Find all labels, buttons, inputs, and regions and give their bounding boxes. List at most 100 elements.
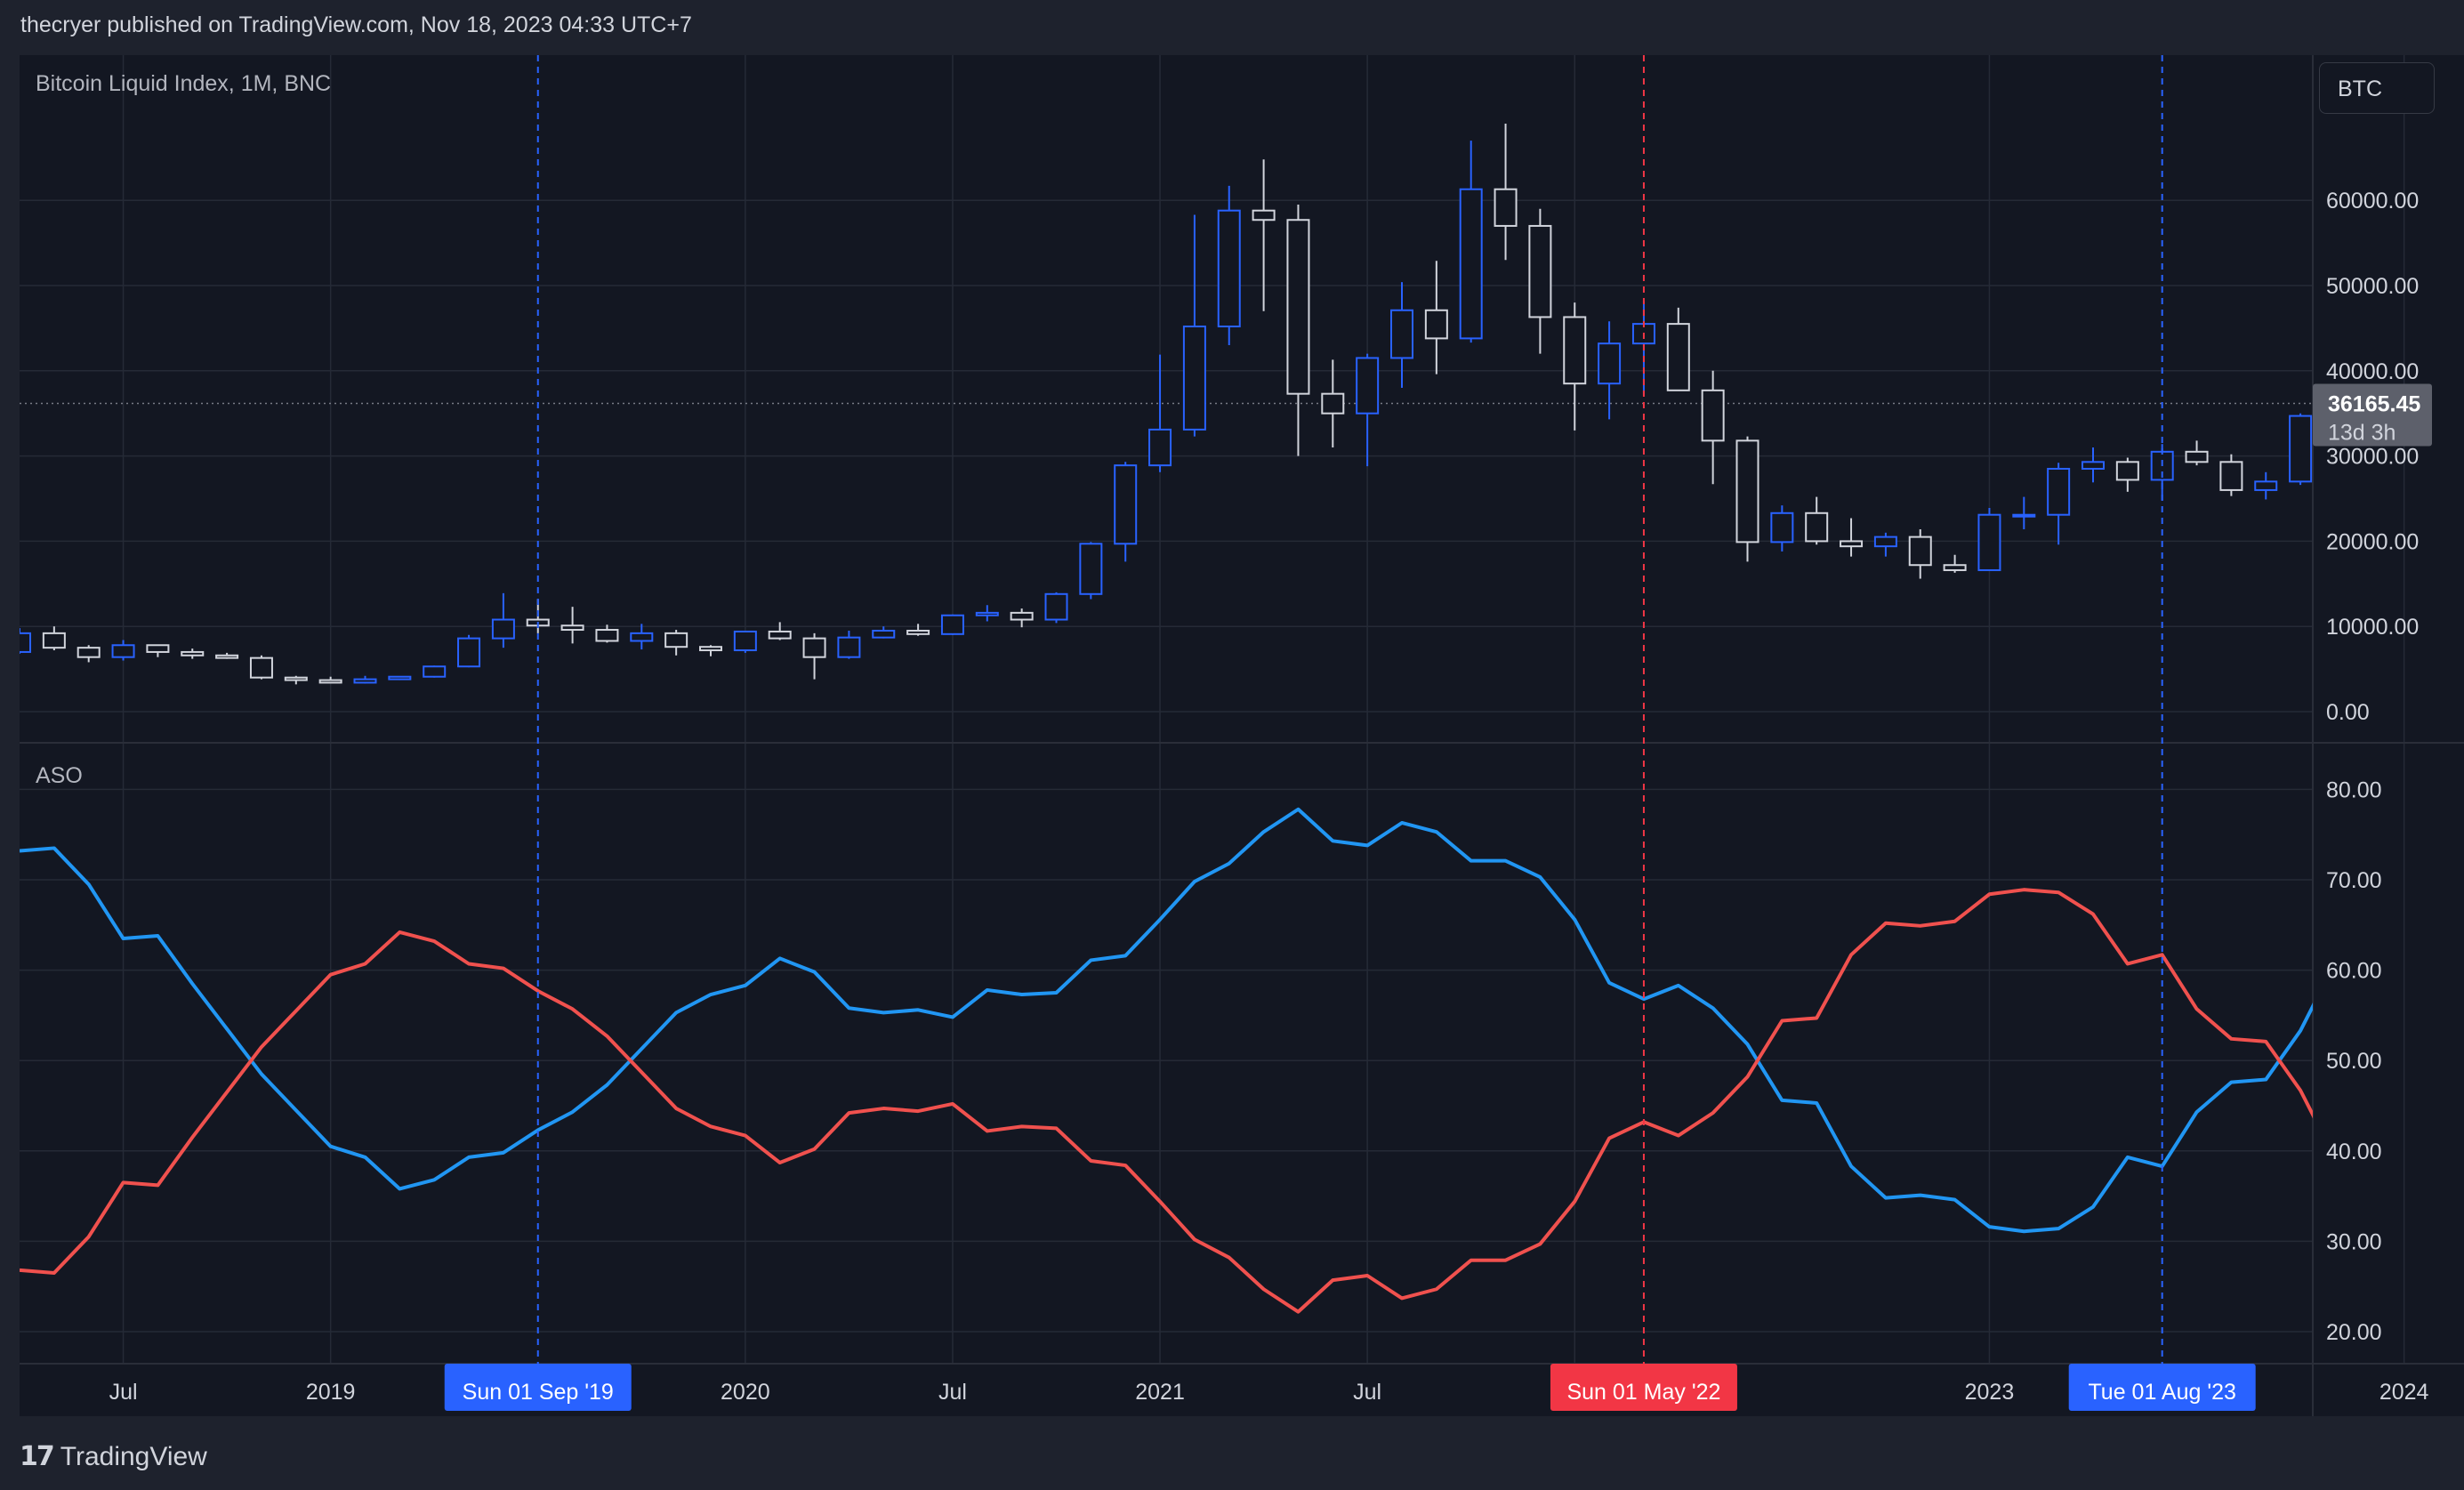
- x-tick-label: 2024: [2379, 1380, 2429, 1405]
- price-axis-label: 30000.00: [2326, 445, 2419, 470]
- candle-body: [1666, 323, 1690, 391]
- publisher-header: thecryer published on TradingView.com, N…: [20, 12, 692, 37]
- last-price-value: 36165.45: [2328, 392, 2420, 417]
- candle-body: [1044, 592, 1068, 621]
- price-axis-label: 40000.00: [2326, 359, 2419, 384]
- aso-bear-line: [20, 888, 2313, 1314]
- candle-body: [1563, 316, 1587, 385]
- tradingview-logo[interactable]: 17 TradingView: [20, 1441, 207, 1472]
- candle-body: [1079, 543, 1103, 595]
- aso-axis-label: 60.00: [2326, 959, 2382, 984]
- candle-body: [1356, 357, 1380, 415]
- candles-group: [20, 123, 2313, 685]
- aso-axis-label: 80.00: [2326, 777, 2382, 802]
- candle-body: [2115, 461, 2139, 481]
- candle-body: [1182, 325, 1206, 431]
- candle-body: [76, 647, 101, 658]
- x-tick-label: 2020: [721, 1380, 770, 1405]
- candle-body: [560, 624, 584, 632]
- x-tick-label: Jul: [109, 1380, 138, 1405]
- candle-body: [1735, 439, 1759, 544]
- candle-body: [2012, 513, 2036, 518]
- aso-group: [20, 807, 2313, 1314]
- date-marker-badge: [1550, 1364, 1737, 1411]
- x-tick-label: 2023: [1965, 1380, 2015, 1405]
- candle-body: [1943, 564, 1967, 571]
- last-price-tag: [2313, 383, 2432, 447]
- candle-body: [1114, 464, 1138, 545]
- candle-body: [318, 679, 342, 684]
- candle-body: [1424, 309, 1448, 340]
- date-marker-label: Sun 01 Sep '19: [463, 1380, 614, 1405]
- candle-body: [2289, 415, 2313, 483]
- candle-body: [215, 654, 239, 659]
- candle-body: [1840, 540, 1864, 548]
- candle-body: [1321, 392, 1345, 415]
- candle-body: [1528, 224, 1552, 318]
- x-tick-label: Jul: [1353, 1380, 1381, 1405]
- candle-body: [353, 678, 377, 684]
- candle-body: [906, 629, 930, 635]
- x-tick-label: 2019: [306, 1380, 356, 1405]
- candle-body: [2185, 450, 2209, 463]
- candle-body: [1805, 511, 1829, 543]
- candle-body: [1010, 611, 1034, 621]
- candle-body: [1494, 188, 1518, 227]
- candle-body: [1286, 219, 1310, 395]
- candle-body: [940, 614, 964, 635]
- candle-body: [284, 676, 308, 681]
- candle-body: [181, 650, 205, 656]
- date-marker-label: Sun 01 May '22: [1566, 1380, 1720, 1405]
- candle-body: [20, 632, 31, 653]
- tradingview-logo-text: TradingView: [60, 1441, 207, 1471]
- candle-body: [1459, 188, 1483, 340]
- symbol-badge[interactable]: BTC: [2319, 62, 2435, 114]
- candle-body: [1770, 511, 1794, 544]
- aso-axis-label: 30.00: [2326, 1229, 2382, 1254]
- candle-body: [630, 632, 654, 642]
- bar-countdown: 13d 3h: [2328, 421, 2396, 446]
- candle-body: [872, 629, 896, 639]
- candle-body: [2254, 480, 2278, 491]
- candle-body: [802, 637, 826, 658]
- candle-body: [768, 630, 792, 640]
- price-axis-label: 20000.00: [2326, 529, 2419, 554]
- candle-body: [1873, 536, 1897, 548]
- candle-body: [146, 644, 170, 653]
- candle-body: [457, 637, 481, 668]
- aso-axis-label: 20.00: [2326, 1320, 2382, 1345]
- date-marker-badge: [444, 1364, 632, 1411]
- date-marker-label: Tue 01 Aug '23: [2088, 1380, 2235, 1405]
- candle-body: [2219, 461, 2243, 491]
- candle-body: [423, 665, 447, 678]
- candle-body: [664, 632, 688, 648]
- candle-body: [42, 632, 66, 649]
- price-pane-title: Bitcoin Liquid Index, 1M, BNC: [36, 71, 332, 96]
- x-tick-label: Jul: [938, 1380, 967, 1405]
- price-axis-label: 0.00: [2326, 700, 2370, 725]
- candle-body: [491, 618, 515, 640]
- candle-body: [1252, 209, 1276, 221]
- candle-body: [388, 675, 412, 681]
- tradingview-logo-icon: 17: [20, 1441, 55, 1472]
- chart-background: [20, 55, 2464, 1416]
- candle-body: [1148, 428, 1172, 467]
- candle-body: [111, 644, 135, 658]
- candle-body: [1390, 309, 1413, 359]
- date-marker-badge: [2068, 1364, 2256, 1411]
- candle-body: [975, 611, 999, 616]
- aso-pane-title: ASO: [36, 763, 83, 788]
- candle-body: [1598, 342, 1622, 385]
- candle-body: [1977, 513, 2001, 571]
- candle-body: [837, 636, 861, 658]
- price-axis-label: 50000.00: [2326, 274, 2419, 299]
- candle-body: [699, 646, 722, 652]
- candle-body: [2047, 467, 2071, 516]
- candle-body: [1908, 536, 1932, 567]
- x-tick-label: 2021: [1135, 1380, 1185, 1405]
- candle-body: [595, 629, 619, 642]
- price-axis-label: 60000.00: [2326, 189, 2419, 213]
- aso-bull-line: [20, 807, 2313, 1234]
